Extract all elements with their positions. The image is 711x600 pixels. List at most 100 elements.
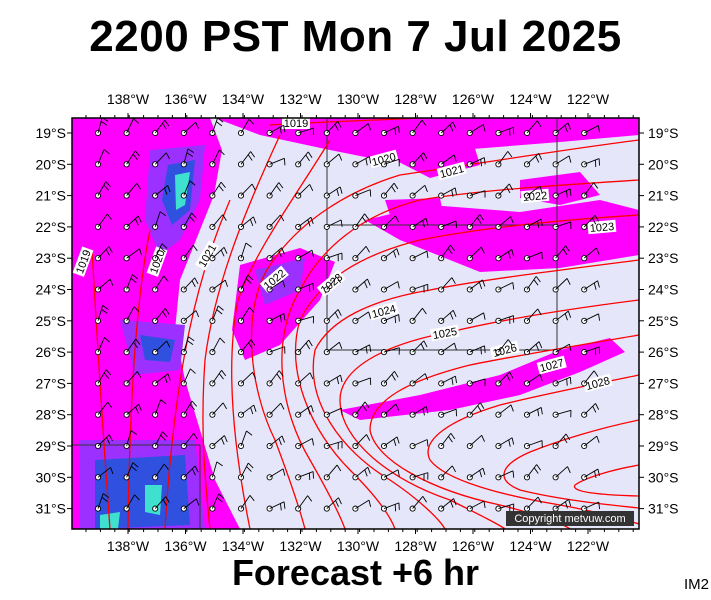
wind-barb: [94, 118, 109, 137]
isobar-1019-west: [91, 249, 111, 529]
lon-tick-label: 128°W: [394, 538, 437, 554]
wind-barb: [266, 402, 285, 418]
wind-barb: [352, 401, 370, 418]
wind-barb: [266, 124, 286, 137]
wind-barb: [466, 246, 485, 262]
map-axes: 138°W 138°W 136°W 136°W 134°W 134°W 132°W 132°W…: [35, 91, 678, 554]
isobar-contours: [91, 118, 639, 529]
lat-tick-label: 27°S: [35, 375, 66, 391]
lon-tick-label: 134°W: [222, 91, 265, 107]
wind-barb: [352, 213, 370, 230]
wind-barb: [123, 462, 139, 481]
wind-barb: [352, 466, 371, 481]
lat-tick-label: 26°S: [35, 344, 66, 360]
wind-barb: [295, 495, 313, 512]
wind-barb: [237, 216, 257, 230]
wind-barb: [237, 242, 252, 262]
wind-barb: [295, 184, 314, 199]
lat-tick-label: 19°S: [35, 125, 66, 141]
wind-barb: [237, 151, 256, 168]
wind-barb: [123, 118, 139, 137]
wind-barb: [180, 465, 199, 481]
isobar-f: [312, 259, 639, 529]
lat-tick-label: 31°S: [35, 501, 66, 517]
wind-barb: [380, 371, 399, 387]
lon-tick-label: 134°W: [222, 538, 265, 554]
lat-tick-label: 20°S: [35, 156, 66, 172]
lon-tick-label: 136°W: [164, 91, 207, 107]
wind-barb: [581, 346, 600, 356]
wind-barb: [94, 278, 114, 293]
lon-tick-label: 138°W: [107, 91, 150, 107]
wind-barb: [380, 436, 400, 450]
wind-barb: [209, 337, 226, 356]
wind-barb: [352, 123, 371, 137]
wind-barb: [323, 309, 342, 324]
wind-barb: [523, 374, 543, 387]
wind-barb: [495, 503, 515, 513]
wind-barb: [466, 312, 486, 324]
lon-tick-label: 130°W: [337, 91, 380, 107]
wind-barb: [295, 282, 314, 293]
wind-barb: [237, 371, 256, 387]
wind-barb: [409, 439, 429, 450]
wind-barb: [581, 370, 599, 387]
lon-tick-label: 122°W: [567, 91, 610, 107]
lat-tick-label: 21°S: [648, 188, 679, 204]
wind-barb: [438, 432, 456, 450]
map-title: 2200 PST Mon 7 Jul 2025: [89, 12, 622, 61]
wind-barb: [209, 181, 226, 199]
wind-barb: [523, 153, 543, 168]
wind-barb: [352, 344, 372, 356]
lat-tick-label: 22°S: [35, 219, 66, 235]
wind-barb: [523, 464, 542, 481]
wind-barb: [438, 408, 457, 418]
wind-barb: [123, 403, 142, 418]
wind-barb: [495, 126, 515, 137]
wind-barb: [552, 433, 571, 450]
wind-barb: [380, 347, 400, 356]
lat-tick-label: 25°S: [648, 313, 679, 329]
wind-barb: [438, 465, 456, 481]
wind-barb: [180, 277, 199, 293]
lat-tick-label: 31°S: [648, 501, 679, 517]
wind-barb: [466, 345, 486, 356]
wind-barb: [523, 251, 543, 262]
wind-barb: [581, 313, 601, 324]
wind-barb: [209, 279, 228, 293]
wind-barb: [180, 180, 196, 199]
isobar-j: [503, 419, 639, 509]
wind-barb: [409, 119, 427, 137]
forecast-label: Forecast +6 hr: [231, 552, 480, 593]
wind-barb: [523, 276, 541, 293]
wind-barb: [295, 151, 313, 168]
wind-barb: [523, 407, 543, 418]
wind-barb: [409, 283, 429, 293]
wind-barb: [352, 278, 371, 293]
wind-barb: [180, 212, 197, 230]
isobar-1021-west: [164, 199, 231, 529]
wind-barb: [466, 378, 486, 387]
lat-tick-label: 30°S: [648, 469, 679, 485]
wind-barb: [94, 401, 113, 418]
wind-barb: [295, 471, 314, 481]
wind-barb: [266, 157, 286, 168]
wind-barb: [180, 336, 195, 356]
wind-barb: [94, 493, 110, 512]
wind-barb: [466, 500, 486, 512]
wind-barb: [466, 157, 486, 168]
isobar-label: 1019: [284, 118, 308, 130]
wind-barb: [323, 153, 343, 168]
wind-barb: [552, 499, 572, 512]
wind-barb: [438, 342, 457, 356]
wind-barb: [438, 277, 456, 293]
wind-barb: [523, 440, 543, 450]
wind-barb: [466, 190, 486, 199]
wind-barb: [323, 374, 343, 387]
wind-barb: [209, 435, 228, 450]
lon-tick-label: 126°W: [452, 91, 495, 107]
wind-barb: [380, 158, 400, 168]
wind-barb: [209, 402, 227, 418]
image-tag: IM2: [683, 576, 709, 593]
wind-barb: [152, 340, 171, 356]
